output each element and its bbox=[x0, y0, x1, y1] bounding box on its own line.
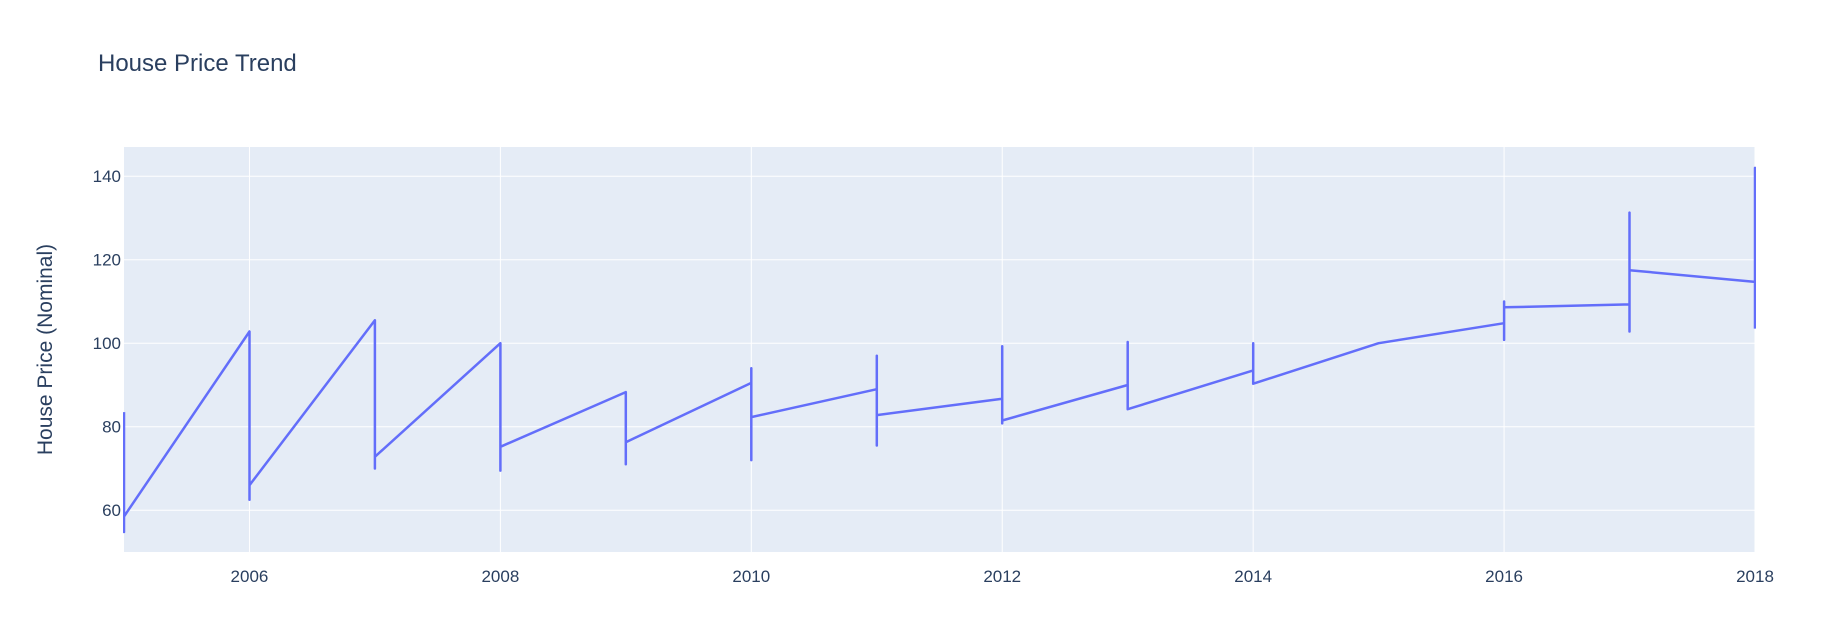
y-axis-ticks: 60 80 100 120 140 bbox=[93, 167, 121, 520]
y-tick-label: 140 bbox=[93, 167, 121, 186]
x-tick-label: 2016 bbox=[1485, 567, 1523, 586]
y-axis-title: House Price (Nominal) bbox=[34, 244, 57, 455]
y-tick-label: 120 bbox=[93, 251, 121, 270]
plot-area bbox=[124, 147, 1755, 552]
y-tick-label: 80 bbox=[102, 418, 121, 437]
x-axis-ticks: 2006 2008 2010 2012 2014 2016 2018 bbox=[231, 567, 1774, 586]
x-tick-label: 2012 bbox=[983, 567, 1021, 586]
x-tick-label: 2018 bbox=[1736, 567, 1774, 586]
x-tick-label: 2010 bbox=[732, 567, 770, 586]
y-tick-label: 100 bbox=[93, 334, 121, 353]
x-tick-label: 2008 bbox=[481, 567, 519, 586]
series-line bbox=[123, 166, 1756, 534]
x-tick-label: 2006 bbox=[231, 567, 269, 586]
y-tick-label: 60 bbox=[102, 501, 121, 520]
data-layer bbox=[123, 166, 1756, 534]
x-tick-label: 2014 bbox=[1234, 567, 1272, 586]
chart-title: House Price Trend bbox=[98, 50, 297, 77]
